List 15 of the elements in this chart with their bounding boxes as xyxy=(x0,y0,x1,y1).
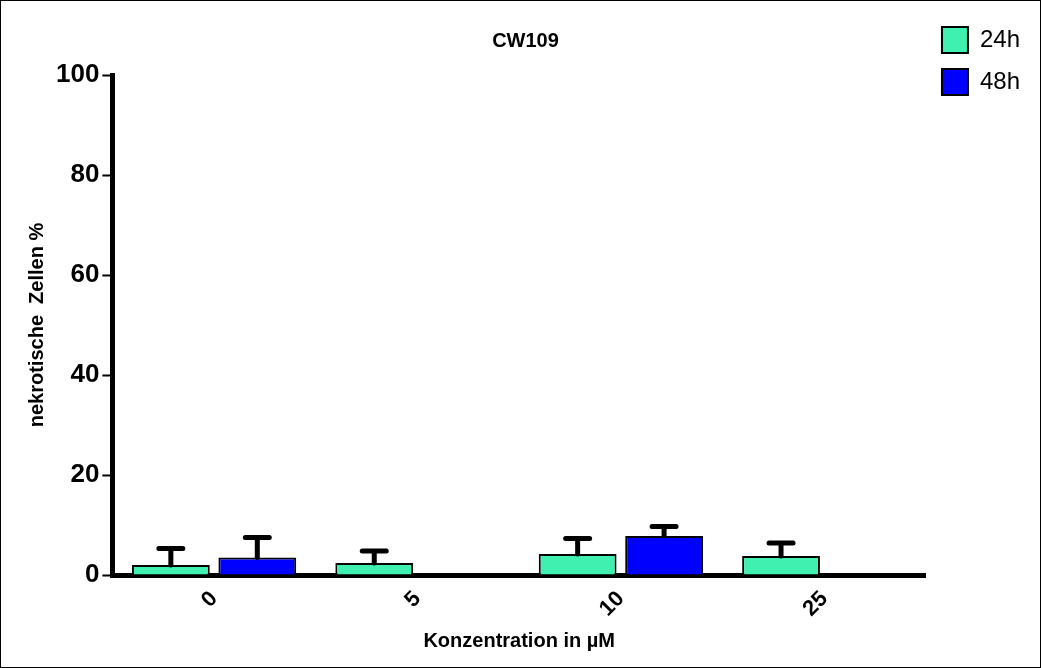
y-axis-title: nekrotische Zellen % xyxy=(24,222,47,428)
chart-title: CW109 xyxy=(492,28,559,51)
x-tick-label: 5 xyxy=(398,585,426,612)
legend-label: 48h xyxy=(979,66,1020,94)
y-tick-label: 40 xyxy=(70,358,100,389)
legend-label: 24h xyxy=(979,24,1020,52)
y-tick-label: 60 xyxy=(70,258,100,289)
x-tick-label: 10 xyxy=(593,585,629,621)
y-tick-label: 0 xyxy=(84,558,100,589)
y-tick-label: 100 xyxy=(55,58,100,89)
x-tick-label: 25 xyxy=(797,585,833,621)
x-tick-label: 0 xyxy=(195,585,222,612)
y-tick-label: 20 xyxy=(70,458,100,489)
y-tick-label: 80 xyxy=(70,158,100,189)
x-axis-title: Konzentration in µM xyxy=(423,628,615,651)
